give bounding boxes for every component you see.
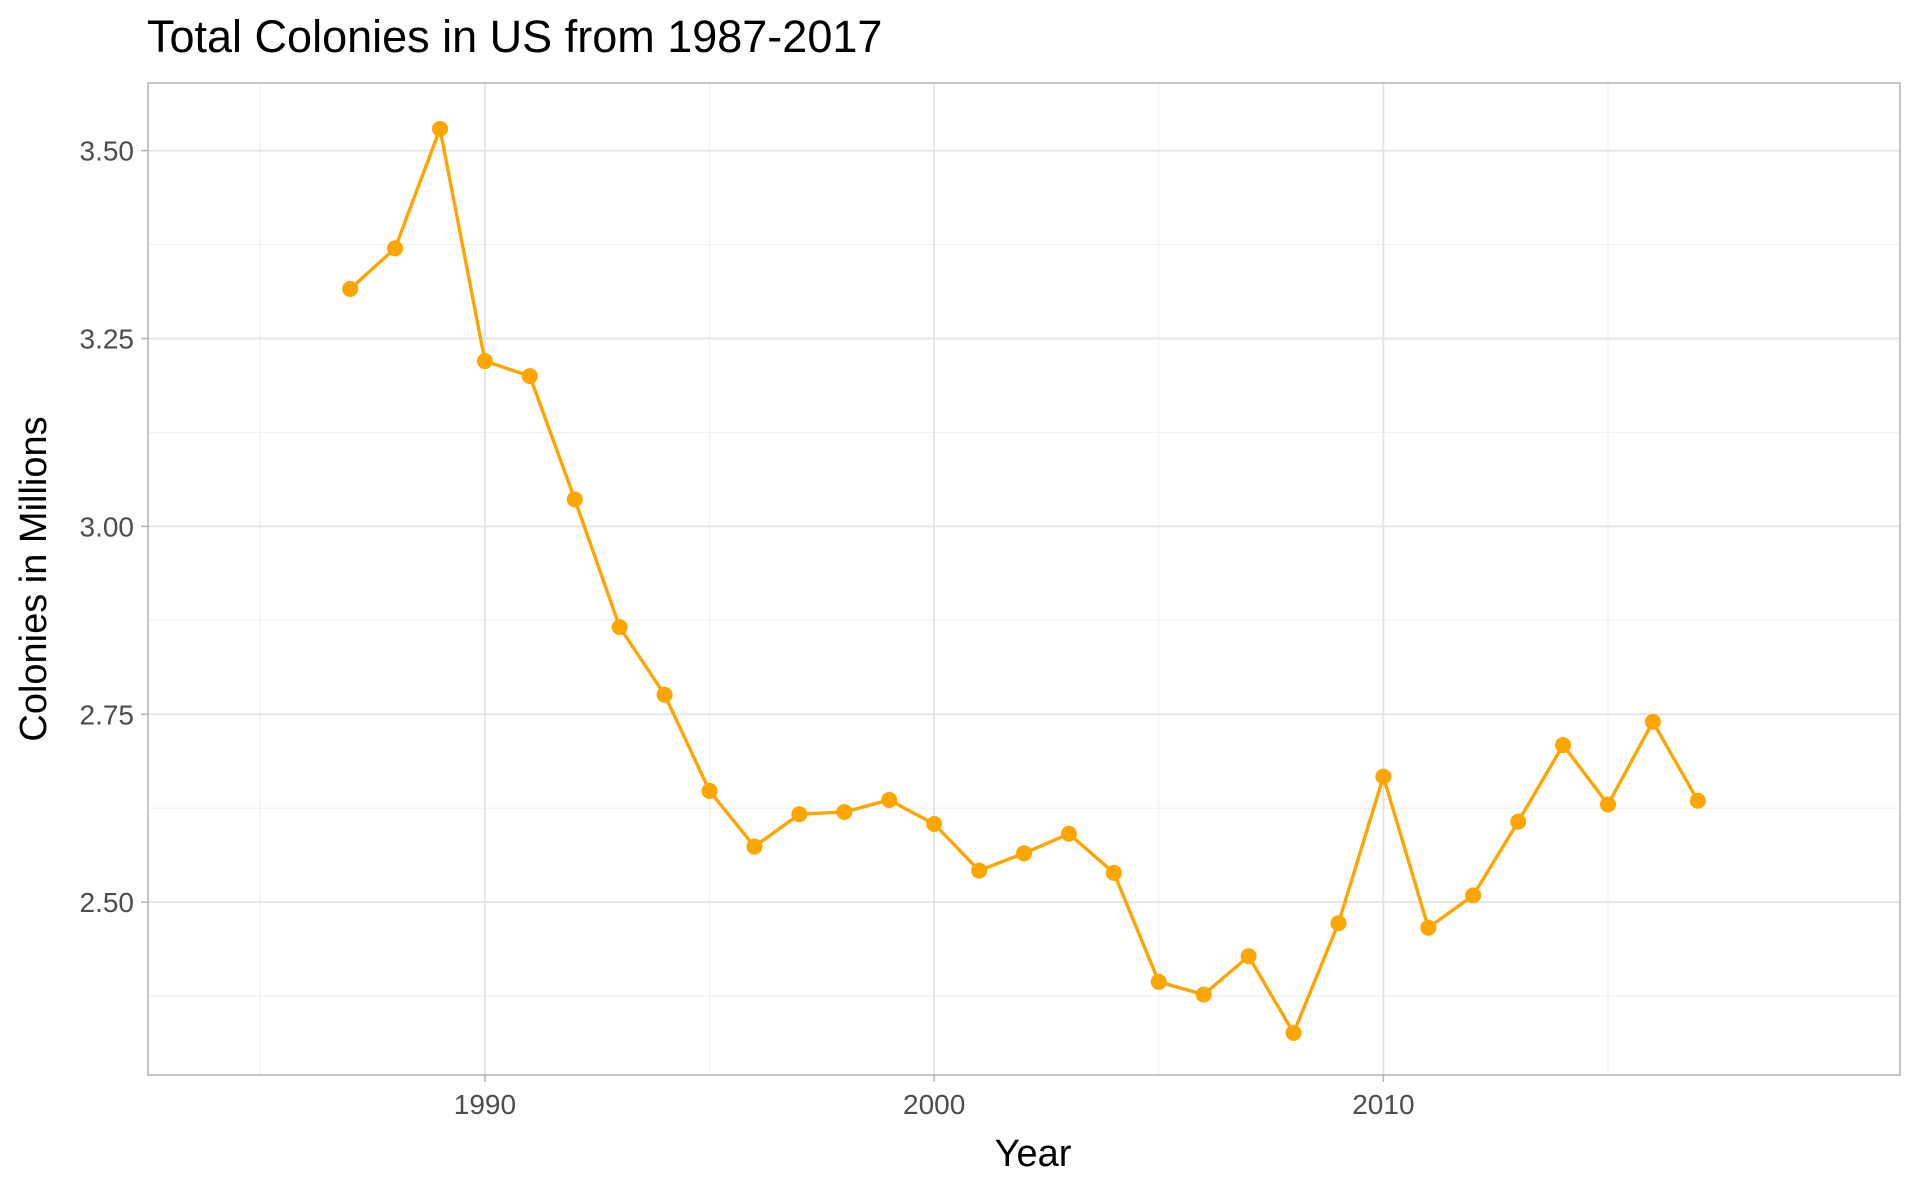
data-point <box>836 803 853 820</box>
y-axis-title: Colonies in Millions <box>13 416 55 741</box>
data-point <box>432 120 448 137</box>
data-point <box>521 368 538 385</box>
data-point <box>1330 915 1347 932</box>
data-point <box>1510 813 1527 830</box>
data-point <box>1240 948 1257 965</box>
x-axis-title: Year <box>995 1133 1072 1175</box>
series-line <box>349 127 1700 1035</box>
data-point <box>1555 737 1572 754</box>
data-point <box>387 240 404 257</box>
data-point <box>746 838 763 855</box>
data-point <box>1420 919 1437 936</box>
data-point <box>1060 825 1077 842</box>
y-tick-label: 3.50 <box>80 136 135 167</box>
data-point <box>476 353 493 370</box>
data-point <box>1644 713 1661 730</box>
y-tick-label: 2.50 <box>80 887 135 918</box>
minor-gridlines <box>148 83 1900 1075</box>
x-tick-label: 2000 <box>903 1089 965 1120</box>
data-point <box>701 782 718 799</box>
data-point <box>342 280 359 297</box>
x-axis-ticks: 1990 2000 2010 <box>454 1075 1415 1120</box>
data-point <box>656 686 673 703</box>
x-tick-label: 2010 <box>1352 1089 1414 1120</box>
data-point <box>1465 887 1482 904</box>
plot-panel-border <box>147 82 1901 1076</box>
data-point <box>1285 1024 1302 1041</box>
data-point <box>1600 796 1616 813</box>
chart-title: Total Colonies in US from 1987-2017 <box>147 11 882 62</box>
data-point <box>1105 864 1122 881</box>
data-point <box>926 815 943 832</box>
y-tick-label: 2.75 <box>80 699 135 730</box>
y-tick-label: 3.25 <box>80 324 135 355</box>
y-axis-ticks: 2.50 2.75 3.00 3.25 3.50 <box>80 136 148 918</box>
data-point <box>1195 986 1212 1003</box>
major-gridlines <box>148 83 1900 1075</box>
series-layer <box>342 120 1706 1041</box>
data-point <box>566 491 583 508</box>
data-point <box>1689 792 1706 809</box>
data-point <box>1375 768 1392 785</box>
y-tick-label: 3.00 <box>80 511 135 542</box>
x-tick-label: 1990 <box>454 1089 516 1120</box>
data-point <box>1016 845 1032 862</box>
data-point <box>971 862 988 879</box>
data-point <box>881 791 898 808</box>
data-point <box>611 619 628 636</box>
data-point <box>791 806 808 823</box>
data-point <box>1150 973 1167 990</box>
